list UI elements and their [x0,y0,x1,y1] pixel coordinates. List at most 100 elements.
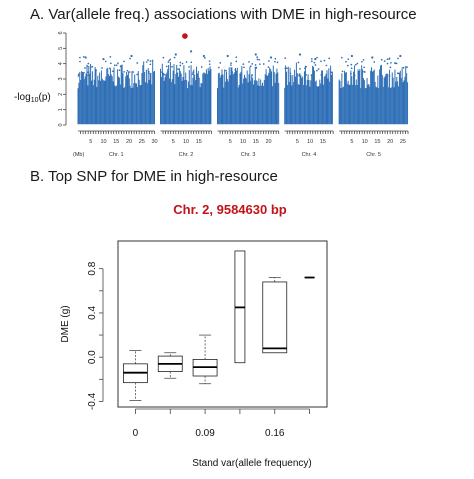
peak-point [84,56,87,59]
manhattan-point [239,73,241,76]
manhattan-point [259,63,261,66]
manhattan-point [406,66,408,68]
manhattan-point [179,64,182,67]
manhattan-point [179,61,182,64]
manhattan-point [173,73,175,76]
manhattan-point [181,62,184,65]
manhattan-point [109,56,112,58]
manhattan-point [234,74,236,76]
top-snp-label: Chr. 2, 9584630 bp [173,202,287,217]
x-tick-label: 0.16 [265,428,285,439]
manhattan-point [113,64,116,67]
manhattan-point [112,70,114,73]
manhattan-point [248,60,250,63]
y-tick-label: 6 [58,31,64,34]
peak-point [399,54,402,58]
manhattan-point [151,59,154,62]
manhattan-point [304,67,306,70]
manhattan-point [256,58,259,61]
manhattan-point [176,72,178,75]
manhattan-point [188,66,190,68]
manhattan-point [204,57,206,59]
boxplot-3 [234,250,246,364]
manhattan-point [388,75,391,77]
mb-tick-label: 10 [307,139,313,145]
manhattan-point [225,69,227,72]
manhattan-point [361,60,363,63]
mb-tick-label: 25 [400,139,406,145]
chromosome-label: Chr. 5 [366,152,381,158]
manhattan-point [190,61,193,64]
mb-tick-label: 5 [89,139,92,145]
manhattan-point [208,60,211,63]
manhattan-point [397,57,399,60]
manhattan-point [123,71,125,73]
manhattan-point [231,71,234,73]
manhattan-point [305,74,308,76]
manhattan-point [89,66,92,69]
manhattan-point [363,70,365,73]
y-tick-label: 3 [58,77,64,80]
manhattan-point [230,64,232,66]
manhattan-point [347,58,350,61]
manhattan-points [77,33,409,125]
boxplot-1 [157,352,183,379]
manhattan-point [251,63,254,65]
peak-point [254,53,257,56]
manhattan-point [304,72,306,74]
mb-tick-label: 15 [113,139,119,145]
chromosome-label: Chr. 3 [241,152,256,158]
mb-tick-label: 20 [126,139,132,145]
manhattan-point [330,71,333,74]
peak-point [174,53,177,56]
manhattan-point [380,58,383,61]
manhattan-point [109,67,111,70]
boxplot-0 [123,350,148,401]
manhattan-point [320,74,323,76]
manhattan-point [149,63,152,66]
y-tick-label: 1 [58,108,64,111]
manhattan-point [196,73,199,76]
manhattan-point [235,56,238,59]
manhattan-point [192,71,194,73]
manhattan-point [230,62,232,65]
manhattan-point [345,60,347,63]
manhattan-point [386,58,389,61]
manhattan-point [128,71,131,73]
mb-tick-label: 15 [253,139,259,145]
manhattan-point [346,64,349,67]
peak-point [314,57,317,61]
mb-tick-label: 30 [151,139,157,145]
manhattan-point [123,60,125,63]
manhattan-point [167,61,170,63]
peak-point [130,54,133,58]
boxplot-frame [117,240,328,408]
manhattan-point [372,72,375,75]
manhattan-point [161,74,164,76]
y-tick-label: 5 [58,47,64,50]
panel-b-ylabel: DME (g) [60,305,71,342]
manhattan-point [173,56,176,59]
manhattan-point [256,56,259,58]
manhattan-point [234,69,237,71]
y-tick-label: 0.4 [87,306,98,320]
mb-tick-label: 5 [350,139,353,145]
manhattan-point [101,67,103,69]
manhattan-point [389,66,392,69]
manhattan-point [340,56,343,59]
manhattan-point [162,56,165,59]
chromosome-label: Chr. 1 [109,152,124,158]
mb-tick-label: 15 [374,139,380,145]
manhattan-point [328,57,330,60]
manhattan-point [104,60,107,63]
boxplot-2 [192,334,218,385]
manhattan-point [145,61,148,63]
boxplot-4 [262,277,288,354]
manhattan-point [168,59,171,62]
mb-tick-label: 10 [240,139,246,145]
manhattan-point [231,72,234,75]
manhattan-point [161,71,163,73]
manhattan-point [262,63,265,65]
peak-point [298,53,302,56]
manhattan-point [91,65,94,68]
